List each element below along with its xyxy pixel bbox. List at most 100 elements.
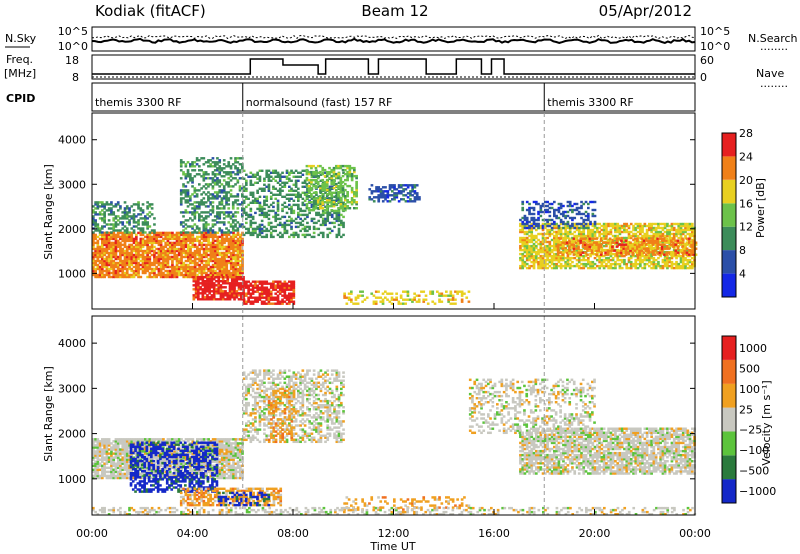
range-gate-cell	[413, 292, 416, 295]
range-gate-cell	[225, 263, 229, 267]
range-gate-cell	[643, 232, 647, 236]
range-gate-cell	[130, 227, 134, 230]
range-gate-cell	[116, 269, 120, 273]
range-gate-cell	[116, 267, 120, 271]
range-gate-cell	[634, 258, 638, 262]
range-gate-cell	[374, 300, 378, 303]
range-gate-cell	[218, 239, 222, 243]
range-gate-cell	[342, 233, 345, 237]
range-gate-cell	[96, 267, 100, 271]
range-gate-cell	[202, 259, 206, 263]
range-gate-cell	[431, 300, 435, 303]
range-gate-cell	[112, 249, 116, 253]
range-gate-cell	[312, 235, 316, 239]
range-gate-cell	[164, 243, 168, 247]
range-gate-cell	[220, 273, 224, 277]
range-gate-cell	[325, 188, 329, 192]
range-gate-cell	[94, 263, 97, 267]
range-gate-cell	[602, 241, 605, 244]
range-gate-cell	[251, 280, 255, 283]
range-gate-cell	[103, 247, 106, 251]
range-gate-cell	[292, 183, 296, 186]
range-gate-cell	[422, 290, 426, 293]
range-gate-cell	[146, 249, 149, 253]
range-gate-cell	[225, 255, 229, 259]
range-gate-cell	[157, 267, 161, 271]
range-gate-cell	[205, 267, 208, 271]
range-gate-cell	[123, 263, 127, 267]
range-gate-cell	[292, 175, 296, 178]
range-gate-cell	[223, 261, 226, 265]
range-gate-cell	[596, 222, 599, 226]
range-gate-cell	[107, 243, 111, 247]
range-gate-cell	[232, 247, 235, 251]
range-gate-cell	[211, 157, 215, 160]
range-gate-cell	[220, 237, 224, 241]
range-gate-cell	[634, 222, 638, 226]
range-gate-cell	[216, 239, 220, 243]
range-gate-cell	[559, 237, 562, 240]
range-gate-cell	[209, 201, 212, 204]
range-gate-cell	[225, 249, 229, 253]
range-gate-cell	[659, 230, 662, 234]
range-gate-cell	[445, 294, 448, 297]
range-gate-cell	[96, 265, 100, 269]
range-gate-cell	[182, 161, 185, 164]
range-gate-cell	[230, 282, 234, 285]
range-gate-cell	[263, 225, 266, 229]
range-gate-cell	[203, 276, 207, 279]
range-gate-cell	[211, 249, 215, 253]
range-gate-cell	[281, 207, 284, 211]
range-gate-cell	[210, 294, 214, 297]
range-gate-cell	[137, 267, 140, 271]
range-gate-cell	[198, 231, 201, 235]
range-gate-cell	[137, 269, 140, 273]
range-gate-cell	[374, 296, 378, 299]
range-gate-cell	[325, 170, 329, 174]
range-gate-cell	[198, 169, 201, 172]
range-gate-cell	[128, 255, 131, 259]
range-gate-cell	[583, 251, 587, 254]
range-gate-cell	[180, 253, 183, 257]
range-gate-cell	[312, 221, 316, 225]
range-gate-cell	[125, 233, 129, 237]
range-gate-cell	[193, 223, 197, 226]
range-gate-cell	[159, 243, 163, 247]
range-gate-cell	[234, 177, 237, 180]
range-gate-cell	[276, 213, 280, 217]
range-gate-cell	[101, 275, 104, 279]
range-gate-cell	[290, 292, 293, 295]
range-gate-cell	[202, 163, 206, 166]
range-gate-cell	[202, 267, 206, 271]
range-gate-cell	[361, 294, 364, 297]
range-gate-cell	[135, 263, 138, 267]
range-gate-cell	[216, 231, 220, 235]
range-gate-cell	[353, 191, 356, 194]
range-gate-cell	[211, 193, 215, 196]
range-gate-cell	[227, 237, 231, 241]
range-gate-cell	[148, 211, 152, 214]
range-gate-cell	[137, 227, 140, 230]
range-gate-cell	[372, 190, 376, 193]
range-gate-cell	[274, 280, 278, 283]
range-gate-cell	[198, 251, 201, 255]
range-gate-cell	[214, 247, 217, 251]
range-gate-cell	[157, 235, 161, 239]
range-gate-cell	[404, 298, 407, 301]
range-gate-cell	[234, 211, 237, 214]
range-gate-cell	[231, 213, 235, 216]
range-gate-cell	[164, 263, 168, 267]
range-gate-cell	[312, 164, 315, 168]
range-gate-cell	[214, 251, 217, 255]
range-gate-cell	[144, 265, 147, 269]
range-gate-cell	[130, 251, 134, 255]
range-gate-cell	[92, 243, 95, 247]
range-gate-cell	[330, 209, 334, 212]
range-gate-cell	[652, 232, 656, 236]
range-gate-cell	[150, 235, 154, 239]
range-gate-cell	[144, 263, 147, 267]
range-gate-cell	[292, 219, 296, 223]
range-gate-cell	[202, 269, 206, 273]
range-gate-cell	[216, 157, 219, 160]
range-gate-cell	[666, 222, 669, 226]
